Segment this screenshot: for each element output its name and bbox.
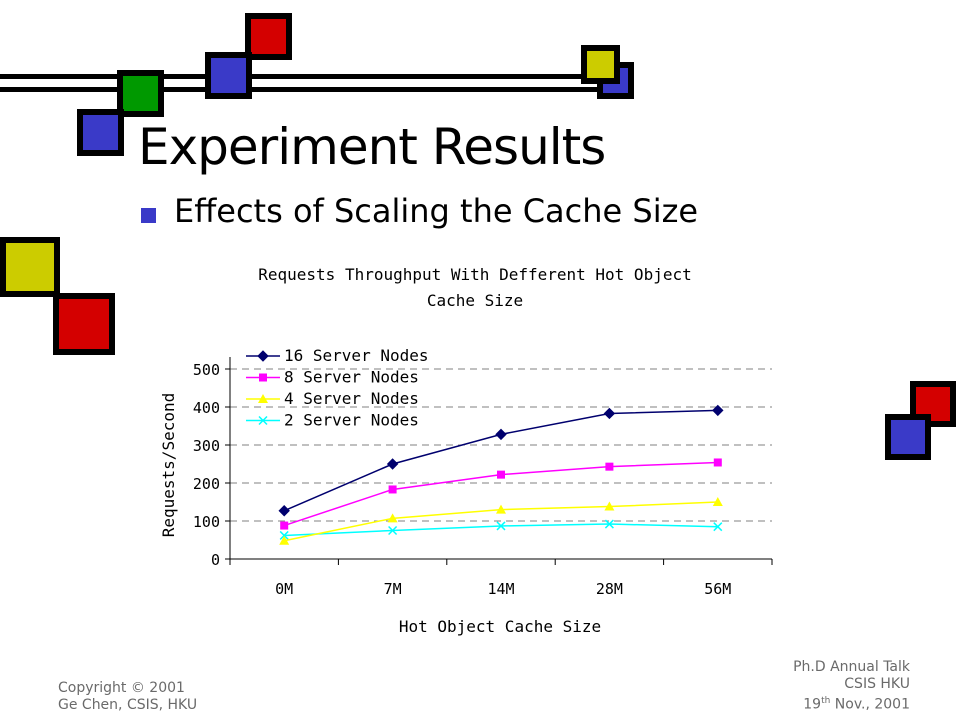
chart-title-line2: Cache Size: [427, 291, 523, 310]
deco-square-blue-left: [77, 109, 124, 156]
deco-square-yellow-right-top: [581, 45, 620, 84]
data-point-16-server-nodes-14M: [495, 428, 507, 441]
footer-talk-line3: 19th Nov., 2001: [793, 693, 910, 714]
data-point-2-server-nodes-14M: [496, 521, 506, 531]
deco-square-red-left: [53, 293, 115, 355]
x-tick-label-14M: 14M: [487, 580, 514, 598]
data-point-8-server-nodes-28M: [605, 462, 614, 471]
footer-date-suffix: th: [821, 696, 831, 706]
footer-copyright: Copyright © 2001 Ge Chen, CSIS, HKU: [58, 680, 197, 714]
data-point-4-server-nodes-28M: [604, 501, 615, 511]
deco-square-yellow-left: [0, 237, 60, 297]
legend-marker-2-server-nodes: [258, 415, 268, 426]
deco-square-blue-right: [885, 414, 931, 460]
data-point-2-server-nodes-56M: [713, 522, 723, 532]
data-point-4-server-nodes-0M: [279, 535, 290, 545]
legend-marker-8-server-nodes: [259, 373, 267, 382]
legend-label-8-server-nodes: 8 Server Nodes: [284, 368, 419, 387]
legend-marker-4-server-nodes: [258, 394, 268, 403]
footer-talk-line2: CSIS HKU: [844, 676, 910, 692]
deco-square-green: [117, 70, 164, 117]
y-tick-label-500: 500: [193, 361, 220, 379]
footer-date-day: 19: [803, 696, 822, 713]
footer-copyright-line1: Copyright © 2001: [58, 680, 185, 696]
deco-square-red-right: [910, 381, 956, 427]
y-tick-label-400: 400: [193, 399, 220, 417]
legend-marker-16-server-nodes: [257, 350, 269, 362]
bullet-square-icon: [141, 208, 156, 223]
data-point-16-server-nodes-7M: [386, 458, 399, 470]
data-point-2-server-nodes-28M: [604, 519, 614, 529]
data-point-4-server-nodes-14M: [496, 504, 506, 514]
data-point-8-server-nodes-0M: [280, 521, 289, 530]
y-tick-label-0: 0: [211, 551, 220, 569]
data-point-8-server-nodes-56M: [713, 458, 722, 467]
data-point-16-server-nodes-28M: [603, 407, 616, 420]
y-tick-label-300: 300: [193, 437, 220, 455]
legend-label-16-server-nodes: 16 Server Nodes: [284, 346, 429, 365]
slide-title: Experiment Results: [138, 118, 606, 176]
footer-date-rest: Nov., 2001: [830, 696, 910, 713]
deco-square-blue-top: [205, 52, 252, 99]
data-point-2-server-nodes-0M: [279, 530, 289, 540]
data-point-8-server-nodes-7M: [388, 485, 397, 494]
y-axis-label: Requests/Second: [159, 393, 178, 538]
footer-talk-info: Ph.D Annual Talk CSIS HKU 19th Nov., 200…: [793, 659, 910, 714]
x-tick-label-56M: 56M: [704, 580, 731, 598]
top-rule-outer: [0, 74, 634, 92]
footer-copyright-line2: Ge Chen, CSIS, HKU: [58, 697, 198, 713]
y-tick-label-200: 200: [193, 475, 220, 493]
legend-label-2-server-nodes: 2 Server Nodes: [284, 411, 419, 430]
x-tick-label-7M: 7M: [384, 580, 402, 598]
data-point-8-server-nodes-14M: [497, 470, 505, 479]
bullet-text: Effects of Scaling the Cache Size: [174, 192, 699, 230]
data-point-4-server-nodes-56M: [712, 497, 723, 506]
chart-title-line1: Requests Throughput With Defferent Hot O…: [258, 265, 691, 284]
data-point-16-server-nodes-56M: [712, 404, 724, 417]
x-tick-label-0M: 0M: [275, 580, 293, 598]
data-point-4-server-nodes-7M: [387, 513, 398, 523]
x-tick-label-28M: 28M: [596, 580, 623, 598]
legend-label-4-server-nodes: 4 Server Nodes: [284, 389, 419, 408]
x-axis-label: Hot Object Cache Size: [399, 617, 601, 636]
footer-talk-line1: Ph.D Annual Talk: [793, 659, 910, 675]
y-tick-label-100: 100: [193, 513, 220, 531]
data-point-16-server-nodes-0M: [278, 505, 290, 517]
data-point-2-server-nodes-7M: [388, 525, 398, 536]
deco-square-red-top: [245, 13, 292, 60]
